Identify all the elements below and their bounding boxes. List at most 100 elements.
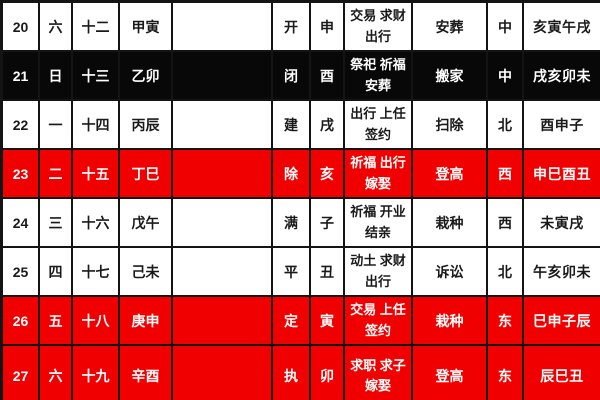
hour-branch-cell: 戌	[311, 101, 345, 148]
spacer-cell	[173, 297, 273, 344]
hour-branch-cell: 寅	[311, 297, 345, 344]
activity-cell: 安葬	[413, 3, 488, 50]
duty-day-cell: 开	[273, 3, 311, 50]
spacer-cell	[173, 346, 273, 400]
activities-line2: 签约	[364, 126, 391, 142]
lucky-hours-cell: 申巳酉丑	[533, 165, 591, 182]
weekday-cell: 四	[40, 248, 73, 295]
auspicious-activities-cell: 交易 求财 出行	[345, 3, 413, 50]
almanac-row: 20 六 十二 甲寅 开 申 交易 求财 出行 安葬 中 亥寅午戌	[3, 3, 600, 52]
activities-line1: 求职 求子	[350, 357, 406, 373]
lunar-date-cell: 十八	[73, 297, 120, 344]
stem-branch-cell: 辛酉	[120, 346, 173, 400]
lunar-date-cell: 十五	[73, 150, 120, 197]
almanac-row: 24 三 十六 戊午 满 子 祈福 开业 结亲 栽种 西 未寅戌	[3, 199, 600, 248]
direction-cell: 北	[488, 101, 524, 148]
almanac-row: 23 二 十五 丁巳 除 亥 祈福 出行 嫁娶 登高 西 申巳酉丑	[3, 150, 600, 199]
activities-line2: 签约	[364, 322, 391, 338]
activities-line2: 结亲	[364, 224, 391, 240]
lunar-date-cell: 十四	[73, 101, 120, 148]
almanac-row: 25 四 十七 己未 平 丑 动土 求财 出行 诉讼 北 午亥卯未	[3, 248, 600, 297]
auspicious-activities-cell: 动土 求财 出行	[345, 248, 413, 295]
activities-line2: 嫁娶	[364, 175, 391, 191]
duty-day-cell: 除	[273, 150, 311, 197]
auspicious-activities-cell: 交易 上任 签约	[345, 297, 413, 344]
lucky-hours-cell: 巳申子辰	[533, 312, 591, 329]
duty-day-cell: 闭	[273, 52, 311, 99]
date-cell: 24	[3, 199, 40, 246]
almanac-row: 22 一 十四 丙辰 建 戌 出行 上任 签约 扫除 北 酉申子	[3, 101, 600, 150]
activity-cell: 栽种	[413, 297, 488, 344]
lunar-date-cell: 十二	[73, 3, 120, 50]
activities-line1: 祈福 开业	[350, 204, 406, 220]
lucky-hours-cell: 酉申子	[540, 116, 584, 133]
auspicious-activities-cell: 祈福 开业 结亲	[345, 199, 413, 246]
activities-line2: 出行	[364, 273, 391, 289]
lunar-date-cell: 十三	[73, 52, 120, 99]
activities-line1: 动土 求财	[350, 253, 406, 269]
weekday-cell: 二	[40, 150, 73, 197]
auspicious-activities-cell: 祭祀 祈福 安葬	[345, 52, 413, 99]
spacer-cell	[173, 248, 273, 295]
weekday-cell: 六	[40, 346, 73, 400]
duty-day-cell: 满	[273, 199, 311, 246]
spacer-cell	[173, 3, 273, 50]
almanac-row: 27 六 十九 辛酉 执 卯 求职 求子 嫁娶 登高 东 辰巳丑	[3, 346, 600, 400]
date-cell: 23	[3, 150, 40, 197]
date-cell: 27	[3, 346, 40, 400]
date-cell: 20	[3, 3, 40, 50]
activities-line1: 出行 上任	[350, 106, 406, 122]
lunar-date-cell: 十七	[73, 248, 120, 295]
stem-branch-cell: 乙卯	[120, 52, 173, 99]
date-cell: 25	[3, 248, 40, 295]
activities-line1: 祈福 出行	[350, 155, 406, 171]
spacer-cell	[173, 101, 273, 148]
lunar-date-cell: 十六	[73, 199, 120, 246]
hour-branch-cell: 酉	[311, 52, 345, 99]
direction-cell: 西	[488, 199, 524, 246]
lucky-hours-cell: 戌亥卯未	[533, 67, 591, 84]
weekday-cell: 日	[40, 52, 73, 99]
almanac-row: 26 五 十八 庚申 定 寅 交易 上任 签约 栽种 东 巳申子辰	[3, 297, 600, 346]
activity-cell: 登高	[413, 150, 488, 197]
auspicious-activities-cell: 求职 求子 嫁娶	[345, 346, 413, 400]
activity-cell: 栽种	[413, 199, 488, 246]
spacer-cell	[173, 52, 273, 99]
hour-branch-cell: 子	[311, 199, 345, 246]
stem-branch-cell: 丁巳	[120, 150, 173, 197]
hour-branch-cell: 丑	[311, 248, 345, 295]
stem-branch-cell: 戊午	[120, 199, 173, 246]
stem-branch-cell: 己未	[120, 248, 173, 295]
hour-branch-cell: 申	[311, 3, 345, 50]
lucky-hours-cell: 未寅戌	[540, 214, 584, 231]
weekday-cell: 五	[40, 297, 73, 344]
lunar-date-cell: 十九	[73, 346, 120, 400]
activity-cell: 扫除	[413, 101, 488, 148]
spacer-cell	[173, 199, 273, 246]
duty-day-cell: 执	[273, 346, 311, 400]
weekday-cell: 三	[40, 199, 73, 246]
hour-branch-cell: 亥	[311, 150, 345, 197]
auspicious-activities-cell: 祈福 出行 嫁娶	[345, 150, 413, 197]
stem-branch-cell: 庚申	[120, 297, 173, 344]
auspicious-activities-cell: 出行 上任 签约	[345, 101, 413, 148]
hour-branch-cell: 卯	[311, 346, 345, 400]
activities-line1: 交易 上任	[350, 302, 406, 318]
weekday-cell: 一	[40, 101, 73, 148]
activities-line1: 交易 求财	[350, 8, 406, 24]
duty-day-cell: 平	[273, 248, 311, 295]
date-cell: 26	[3, 297, 40, 344]
duty-day-cell: 定	[273, 297, 311, 344]
activities-line1: 祭祀 祈福	[350, 57, 406, 73]
activity-cell: 登高	[413, 346, 488, 400]
activity-cell: 诉讼	[413, 248, 488, 295]
date-cell: 21	[3, 52, 40, 99]
lucky-hours-cell: 亥寅午戌	[533, 18, 591, 35]
activities-line2: 嫁娶	[364, 378, 391, 393]
direction-cell: 中	[488, 3, 524, 50]
direction-cell: 东	[488, 297, 524, 344]
direction-cell: 中	[488, 52, 524, 99]
direction-cell: 东	[488, 346, 524, 400]
duty-day-cell: 建	[273, 101, 311, 148]
